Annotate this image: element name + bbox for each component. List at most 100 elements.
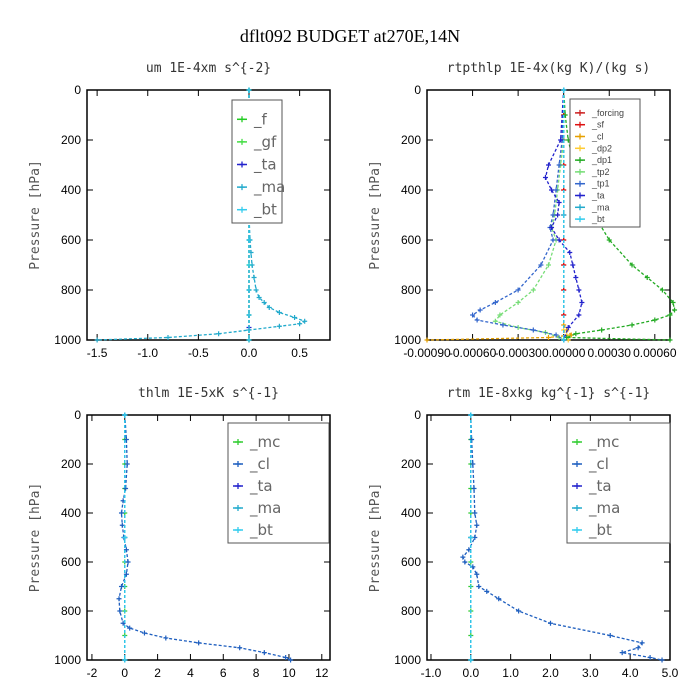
- data-point: [469, 437, 475, 442]
- legend-marker: [574, 505, 580, 511]
- x-tick-label: -0.00090: [403, 346, 451, 360]
- x-tick-label: 8: [253, 666, 260, 680]
- data-point: [576, 287, 582, 293]
- series-bt: [468, 412, 474, 663]
- data-point: [460, 554, 466, 560]
- plot-frame: [86, 89, 331, 341]
- data-point: [607, 633, 613, 638]
- x-tick-label: -0.00060: [449, 346, 497, 360]
- y-tick-label: 800: [401, 604, 421, 618]
- data-point: [470, 461, 476, 467]
- legend-marker: [577, 133, 583, 140]
- legend-entry: _ma: [253, 178, 285, 197]
- data-point: [297, 321, 303, 327]
- x-tick-label: 0.00000: [542, 346, 586, 360]
- legend-marker: [577, 168, 583, 175]
- data-point: [120, 620, 126, 626]
- data-point: [576, 312, 582, 318]
- y-tick-label: 0: [74, 83, 81, 97]
- data-point: [253, 287, 259, 293]
- y-tick-label: 0: [74, 408, 81, 422]
- data-point: [629, 322, 635, 328]
- y-tick-label: 400: [401, 183, 421, 197]
- y-tick-label: 0: [414, 408, 421, 422]
- x-tick-label: -0.5: [188, 346, 209, 360]
- data-point: [549, 187, 555, 193]
- panel-title: rtpthlp 1E-4x(kg K)/(kg s): [447, 61, 651, 76]
- panel-title: thlm 1E-5xK s^{-1}: [138, 386, 279, 401]
- data-point: [462, 559, 468, 565]
- data-point: [550, 237, 556, 243]
- legend-marker: [577, 109, 583, 116]
- y-axis-label: Pressure [hPa]: [28, 483, 43, 593]
- data-point: [516, 608, 522, 614]
- y-tick-label: 400: [61, 183, 81, 197]
- data-point: [561, 337, 567, 343]
- data-point: [635, 645, 641, 651]
- x-tick-label: 0.00060: [633, 346, 677, 360]
- data-point: [515, 300, 521, 305]
- y-tick-label: 0: [414, 83, 421, 97]
- data-point: [546, 162, 551, 168]
- data-point: [556, 162, 562, 168]
- y-tick-label: 800: [61, 283, 81, 297]
- data-point: [553, 187, 559, 193]
- legend-marker: [239, 116, 245, 123]
- legend: _mc _cl _ta _ma _bt: [566, 422, 671, 544]
- legend-entry: _ta: [591, 191, 605, 201]
- legend-entry: _bt: [249, 521, 273, 540]
- legend-box: [231, 99, 283, 224]
- data-point: [555, 212, 561, 218]
- legend-entry: _mc: [588, 433, 619, 452]
- legend: _f _gf _ta _ma _bt: [231, 99, 285, 224]
- data-point: [468, 535, 474, 540]
- x-tick-label: -1.0: [421, 666, 442, 680]
- data-point: [127, 625, 133, 631]
- data-point: [237, 645, 243, 651]
- legend-entry: _forcing: [591, 108, 624, 118]
- x-tick-label: 0.00030: [588, 346, 632, 360]
- legend-marker: [574, 483, 580, 489]
- y-tick-label: 800: [61, 604, 81, 618]
- data-point: [141, 630, 147, 636]
- y-tick-label: 200: [61, 133, 81, 147]
- legend-entry: _dp1: [591, 155, 612, 165]
- legend-marker: [235, 439, 241, 445]
- data-point: [216, 331, 222, 337]
- data-point: [599, 327, 605, 333]
- y-tick-label: 1000: [54, 653, 81, 667]
- data-point: [573, 275, 579, 280]
- panel-title: um 1E-4xm s^{-2}: [146, 61, 271, 76]
- panel-2: rtpthlp 1E-4x(kg K)/(kg s) Pressure [hPa]…: [368, 61, 678, 360]
- data-point: [484, 588, 490, 594]
- legend-marker: [235, 505, 241, 511]
- data-point: [125, 559, 131, 565]
- x-tick-label: 2.0: [542, 666, 559, 680]
- data-point: [283, 655, 289, 661]
- data-point: [573, 331, 579, 337]
- data-point: [122, 657, 128, 663]
- legend-entry: _bt: [588, 521, 612, 540]
- legend-marker: [577, 216, 583, 223]
- legend-entry: _ta: [249, 477, 273, 496]
- data-point: [163, 635, 169, 641]
- data-point: [123, 571, 129, 577]
- data-point: [466, 547, 472, 553]
- data-point: [292, 315, 298, 320]
- data-point: [472, 510, 478, 516]
- data-point: [251, 275, 257, 280]
- data-point: [474, 522, 480, 528]
- legend-marker: [239, 206, 245, 213]
- series-bt: [561, 87, 567, 343]
- x-tick-label: -0.00030: [494, 346, 542, 360]
- data-point: [117, 608, 123, 614]
- x-tick-label: -2: [87, 666, 98, 680]
- data-point: [652, 317, 658, 323]
- data-point: [570, 262, 576, 268]
- legend-box: [566, 422, 671, 544]
- y-tick-label: 200: [61, 457, 81, 471]
- legend-marker: [235, 527, 241, 533]
- data-point: [246, 262, 252, 268]
- y-axis-label: Pressure [hPa]: [28, 160, 43, 270]
- data-point: [302, 318, 308, 324]
